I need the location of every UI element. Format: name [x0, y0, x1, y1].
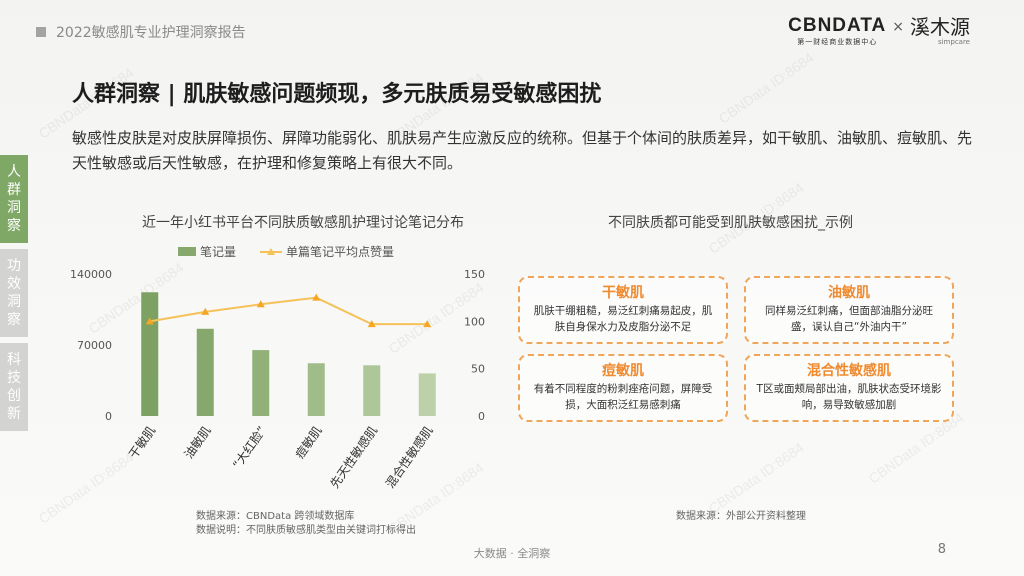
side-nav-char: 察 [7, 218, 21, 234]
y-right-tick-label: 100 [464, 315, 485, 328]
bar-notes [307, 363, 325, 416]
skin-type-card: 油敏肌同样易泛红刺痛，但面部油脂分泌旺盛，误认自己“外油内干” [744, 276, 954, 344]
bar-notes [252, 350, 270, 416]
simpcare-logo: 溪木源 simpcare [910, 16, 970, 46]
skin-type-card: 混合性敏感肌 T区或面颊局部出油，肌肤状态受环境影响，易导致敏感加剧 [744, 354, 954, 422]
cards-source: 数据来源：外部公开资料整理 [676, 511, 806, 522]
x-category-label: 油敏肌 [181, 423, 214, 461]
notes-distribution-chart: 0 70000 140000 0 50 100 150 干敏肌 油敏肌 “大红脸” 痘敏肌 先天性敏感… [70, 268, 485, 491]
skin-type-cards: 干敏肌 肌肤干绷粗糙，易泛红刺痛易起皮，肌肤自身保水力及皮脂分泌不足 油敏肌 同样易泛… [518, 276, 956, 432]
simpcare-logo-sub: simpcare [937, 38, 970, 46]
chart-section-title: 近一年小红书平台不同肤质敏感肌护理讨论笔记分布 [142, 215, 464, 231]
x-category-label: 痘敏肌 [292, 423, 325, 461]
side-nav-char: 效 [7, 276, 21, 292]
y-left-tick-label: 0 [105, 410, 112, 423]
side-nav-char: 人 [7, 164, 21, 180]
side-nav-char: 洞 [7, 200, 21, 216]
cbndata-logo: CBNDATA 第一财经商业数据中心 [788, 16, 886, 47]
side-nav-char: 创 [7, 388, 21, 404]
card-description: 有着不同程度的粉刺痤疮问题，屏障受损，大面积泛红易感刺痛 [533, 383, 713, 411]
simpcare-logo-text: 溪木源 [910, 15, 970, 39]
side-nav-item[interactable]: 人群洞察 [0, 155, 28, 243]
card-description: T区或面颊局部出油，肌肤状态受环境影响，易导致敏感加剧 [756, 383, 942, 411]
page-heading: 人群洞察 | 肌肤敏感问题频现，多元肤质易受敏感困扰 [72, 82, 602, 107]
line-point-avg-likes [367, 320, 376, 328]
page-number: 8 [937, 542, 946, 557]
legend-bar-swatch [178, 247, 196, 256]
legend-label-likes: 单篇笔记平均点赞量 [286, 245, 395, 259]
card-title: 痘敏肌 [602, 363, 644, 379]
bar-notes [418, 373, 436, 416]
x-category-label: 先天性敏感肌 [327, 423, 381, 491]
side-nav: 人群洞察功效洞察科技创新 [0, 155, 28, 437]
skin-type-card: 干敏肌肌肤干绷粗糙，易泛红刺痛易起皮，肌肤自身保水力及皮脂分泌不足 [518, 276, 728, 344]
side-nav-char: 科 [7, 352, 21, 368]
y-right-tick-label: 0 [478, 410, 485, 423]
side-nav-item[interactable]: 功效洞察 [0, 249, 28, 337]
card-title: 干敏肌 [602, 285, 644, 301]
report-title: 2022敏感肌专业护理洞察报告 [36, 22, 246, 42]
watermark: CBNData ID:8684 [705, 439, 807, 517]
y-left-tick-label: 140000 [70, 268, 112, 281]
bar-notes [363, 365, 381, 416]
line-avg-likes [149, 296, 428, 326]
card-title: 油敏肌 [828, 285, 870, 301]
intro-paragraph: 敏感性皮肤是对皮肤屏障损伤、屏障功能弱化、肌肤易产生应激反应的统称。但基于个体间… [72, 129, 973, 172]
skin-type-card: 痘敏肌有着不同程度的粉刺痤疮问题，屏障受损，大面积泛红易感刺痛 [518, 354, 728, 422]
chart-source-line: 数据来源：CBNData 跨领域数据库 [196, 511, 355, 522]
legend-item-likes: 单篇笔记平均点赞量 [260, 243, 394, 260]
side-nav-char: 功 [7, 258, 21, 274]
logo-separator: × [892, 19, 904, 35]
bar-notes [141, 292, 159, 416]
cbndata-logo-sub: 第一财经商业数据中心 [797, 38, 878, 46]
legend-label-notes: 笔记量 [200, 245, 237, 259]
chart-legend: 笔记量 单篇笔记平均点赞量 [178, 243, 418, 260]
line-point-avg-likes [312, 293, 321, 301]
bar-notes [196, 328, 214, 416]
chart-note-line: 数据说明：不同肤质敏感肌类型由关键词打标得出 [196, 525, 416, 536]
legend-item-notes: 笔记量 [178, 243, 236, 260]
legend-line-swatch [260, 247, 283, 255]
cards-section-title: 不同肤质都可能受到肌肤敏感困扰_示例 [608, 215, 853, 231]
line-point-avg-likes [201, 307, 210, 315]
y-right-tick-label: 150 [464, 268, 485, 281]
line-point-avg-likes [145, 317, 154, 325]
side-nav-char: 群 [7, 182, 21, 198]
side-nav-char: 技 [7, 370, 21, 386]
y-left-tick-label: 70000 [77, 339, 112, 352]
line-point-avg-likes [423, 320, 432, 328]
x-category-label: “大红脸” [229, 423, 269, 471]
watermark: CBNData ID:8684 [715, 49, 817, 127]
square-icon [36, 27, 46, 37]
side-nav-char: 察 [7, 312, 21, 328]
footer-slogan: 大数据 · 全洞察 [473, 547, 551, 560]
x-category-label: 混合性敏感肌 [382, 423, 436, 491]
line-point-avg-likes [256, 300, 265, 308]
card-description: 肌肤干绷粗糙，易泛红刺痛易起皮，肌肤自身保水力及皮脂分泌不足 [533, 305, 713, 333]
card-description: 同样易泛红刺痛，但面部油脂分泌旺盛，误认自己“外油内干” [765, 305, 933, 333]
x-category-label: 干敏肌 [125, 423, 158, 461]
side-nav-item[interactable]: 科技创新 [0, 343, 28, 431]
y-right-tick-label: 50 [471, 363, 485, 376]
side-nav-char: 新 [7, 406, 21, 422]
card-title: 混合性敏感肌 [807, 363, 891, 379]
brand-logos: CBNDATA 第一财经商业数据中心 × 溪木源 simpcare [788, 16, 970, 47]
cbndata-logo-text: CBNDATA [788, 15, 887, 36]
side-nav-char: 洞 [7, 294, 21, 310]
chart-source: 数据来源：CBNData 跨领域数据库 数据说明：不同肤质敏感肌类型由关键词打标… [196, 510, 416, 538]
report-title-text: 2022敏感肌专业护理洞察报告 [56, 25, 246, 41]
